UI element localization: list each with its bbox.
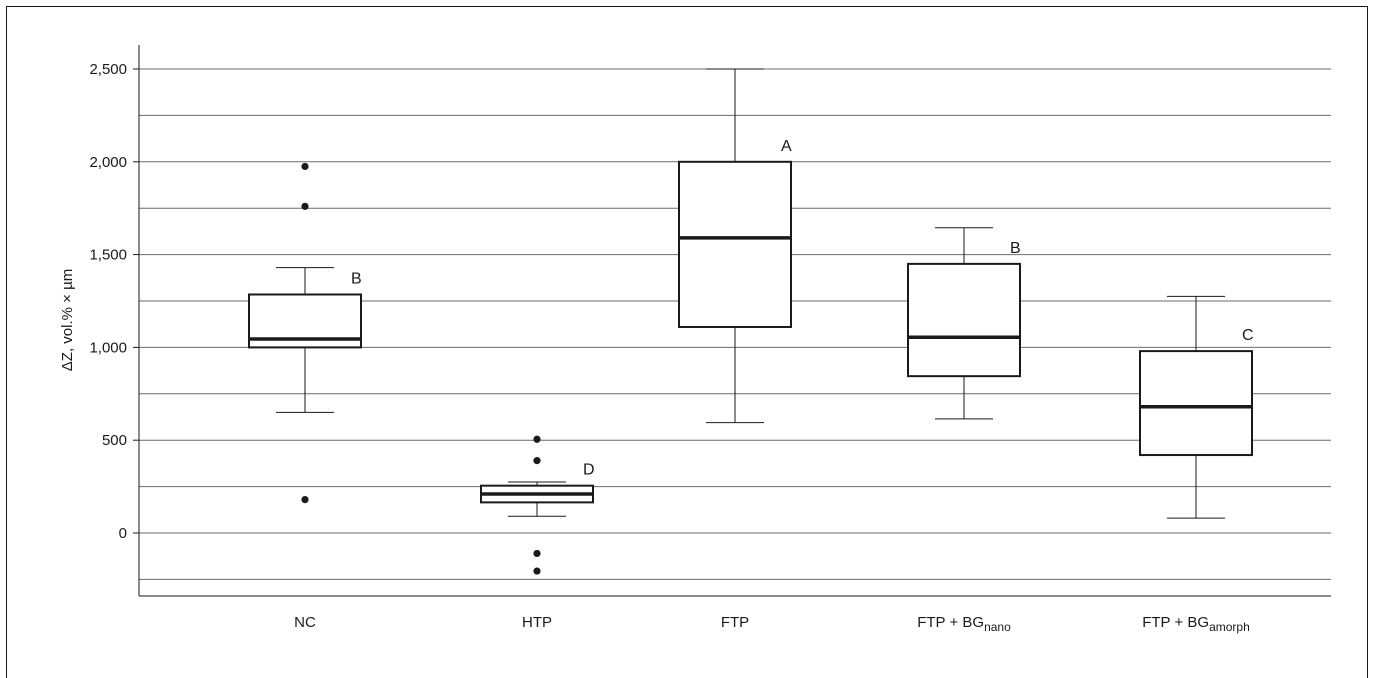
y-tick-label: 2,000 bbox=[89, 154, 127, 171]
figure-frame bbox=[6, 6, 1368, 678]
box-ftp: A bbox=[678, 68, 792, 424]
x-tick-label: FTP bbox=[721, 614, 749, 631]
outlier-point bbox=[301, 495, 309, 504]
significance-letter: B bbox=[1010, 240, 1021, 257]
box-htp: D bbox=[480, 435, 595, 575]
y-tick-label: 0 bbox=[119, 525, 127, 542]
x-tick-label: FTP + BGamorph bbox=[1142, 614, 1250, 634]
outlier-point bbox=[533, 457, 541, 465]
axes: 0 500 1,000 1,500 2,000 2,500 bbox=[89, 45, 1331, 597]
box-ftp-bg-nano: B bbox=[907, 227, 1021, 420]
y-tick-label: 2,500 bbox=[89, 61, 127, 78]
labels: NC HTP FTP FTP + BGnano FTP + BGamorph bbox=[294, 614, 1250, 634]
outlier-point bbox=[533, 549, 541, 558]
box-nc: B bbox=[248, 162, 362, 504]
outlier-point bbox=[301, 202, 309, 210]
boxes: B D A B C bbox=[248, 68, 1254, 575]
y-tick-label: 1,000 bbox=[89, 339, 127, 356]
iqr-box bbox=[678, 160, 792, 328]
significance-letter: A bbox=[781, 138, 792, 155]
significance-letter: C bbox=[1242, 327, 1254, 344]
y-tick-label: 500 bbox=[102, 432, 127, 449]
outlier-point bbox=[533, 435, 541, 443]
iqr-box bbox=[1139, 350, 1253, 457]
outlier-point bbox=[301, 162, 309, 171]
x-tick-label: FTP + BGnano bbox=[917, 614, 1011, 634]
x-tick-label: NC bbox=[294, 614, 316, 631]
outlier-point bbox=[533, 567, 541, 575]
y-tick-label: 1,500 bbox=[89, 247, 127, 264]
box-ftp-bg-amorph: C bbox=[1139, 295, 1254, 519]
y-axis-title: ΔZ, vol.% × µm bbox=[59, 269, 76, 371]
significance-letter: D bbox=[583, 462, 595, 479]
x-tick-label: HTP bbox=[522, 614, 552, 631]
iqr-box bbox=[907, 262, 1021, 378]
significance-letter: B bbox=[351, 271, 362, 288]
